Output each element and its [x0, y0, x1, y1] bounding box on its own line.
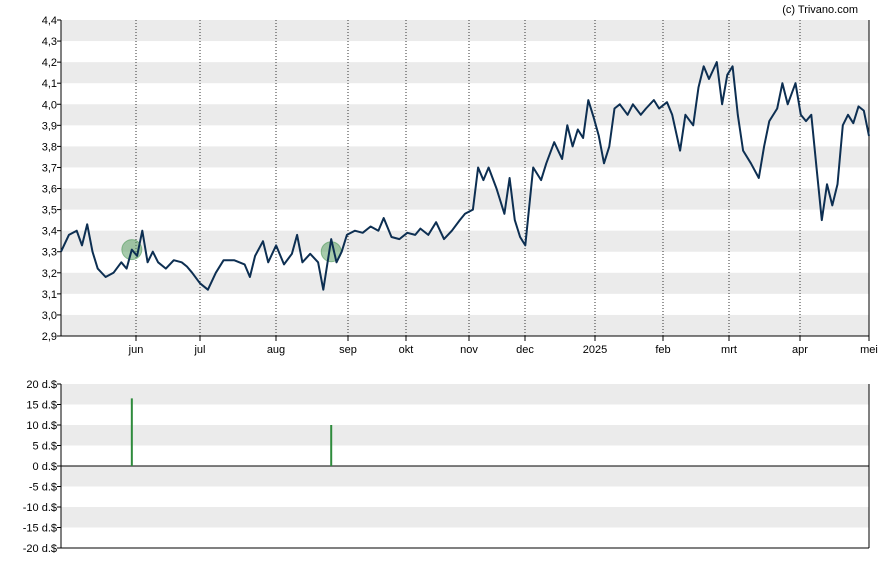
grid-band [61, 425, 869, 446]
y-tick-label: 0 d.$ [33, 461, 57, 473]
y-tick-label: -20 d.$ [23, 543, 57, 555]
y-tick-label: 3,8 [42, 141, 57, 153]
grid-band [61, 62, 869, 84]
y-tick-label: 3,6 [42, 184, 57, 196]
y-tick-label: 4,3 [42, 36, 57, 48]
y-tick-label: 20 d.$ [26, 379, 57, 391]
y-tick-label: 3,9 [42, 120, 57, 132]
y-tick-label: -15 d.$ [23, 523, 57, 535]
x-tick-label: sep [339, 344, 357, 356]
price-panel: jun jul aug sep okt nov dec 2025 feb mrt apr mei 2,9… [42, 15, 878, 356]
grid-band [61, 230, 869, 252]
y-tick-label: 3,2 [42, 268, 57, 280]
x-tick-label: aug [267, 344, 285, 356]
grid-band [61, 146, 869, 168]
grid-band [61, 507, 869, 528]
y-tick-label: 3,7 [42, 162, 57, 174]
y-tick-label: 10 d.$ [26, 420, 57, 432]
y-tick-label: 4,1 [42, 78, 57, 90]
grid-band [61, 466, 869, 487]
x-tick-label: jun [128, 344, 144, 356]
grid-band [61, 188, 869, 210]
y-tick-label: 2,9 [42, 331, 57, 343]
y-tick-label: 4,2 [42, 57, 57, 69]
grid-band [61, 384, 869, 405]
x-tick-label: dec [516, 344, 534, 356]
x-tick-label: 2025 [583, 344, 607, 356]
y-tick-label: 15 d.$ [26, 400, 57, 412]
y-tick-label: -5 d.$ [29, 482, 57, 494]
y-tick-label: 3,4 [42, 226, 57, 238]
grid-band [61, 272, 869, 294]
x-tick-label: jul [193, 344, 205, 356]
y-tick-label: 4,4 [42, 15, 57, 27]
y-tick-label: 5 d.$ [33, 441, 57, 453]
x-tick-label: feb [655, 344, 670, 356]
x-tick-label: mei [860, 344, 878, 356]
y-tick-label: 3,3 [42, 247, 57, 259]
dividend-panel: 20 d.$ 15 d.$ 10 d.$ 5 d.$ 0 d.$ -5 d.$ -10 d.… [23, 379, 870, 555]
y-tick-label: 3,1 [42, 289, 57, 301]
x-tick-label: nov [460, 344, 478, 356]
y-tick-label: 3,5 [42, 205, 57, 217]
x-tick-label: okt [399, 344, 414, 356]
y-tick-label: 3,0 [42, 310, 57, 322]
x-tick-label: mrt [721, 344, 737, 356]
y-tick-label: 4,0 [42, 99, 57, 111]
grid-band [61, 314, 869, 336]
grid-band [61, 104, 869, 126]
y-tick-label: -10 d.$ [23, 502, 57, 514]
x-tick-label: apr [792, 344, 808, 356]
credit-label: (c) Trivano.com [782, 4, 858, 16]
grid-band [61, 20, 869, 42]
price-line [60, 61, 870, 291]
